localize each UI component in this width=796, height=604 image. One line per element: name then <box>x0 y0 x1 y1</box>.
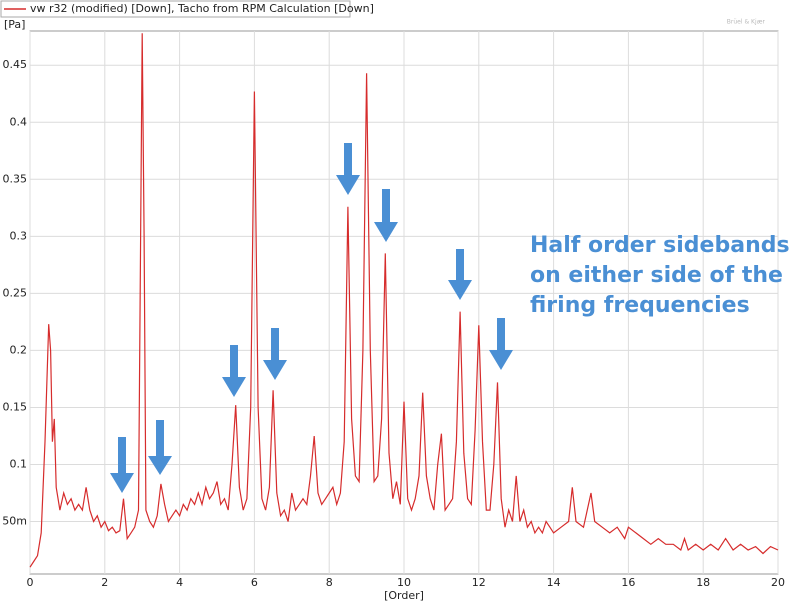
y-tick-label: 0.35 <box>3 172 28 185</box>
arrow <box>374 189 398 242</box>
y-tick-label: 0.15 <box>3 400 28 413</box>
arrow <box>222 345 246 397</box>
y-tick-label: 0.2 <box>10 343 28 356</box>
x-tick-label: 18 <box>696 576 710 589</box>
plot: 50m 0.1 0.15 0.2 0.25 0.3 0.35 0.4 0.45 0 2 4 6 8 10 12… <box>2 30 785 589</box>
annotation-line: firing frequencies <box>530 293 750 318</box>
annotation-line: Half order sidebands <box>530 233 790 258</box>
x-tick-label: 10 <box>397 576 411 589</box>
x-tick-label: 14 <box>547 576 561 589</box>
x-tick-label: 6 <box>251 576 258 589</box>
x-tick-label: 4 <box>176 576 183 589</box>
y-tick-label: 0.3 <box>10 229 28 242</box>
x-tick-label: 8 <box>326 576 333 589</box>
arrow <box>448 249 472 300</box>
y-tick-label: 0.4 <box>10 115 28 128</box>
y-tick-label: 50m <box>2 515 27 528</box>
legend-text: vw r32 (modified) [Down], Tacho from RPM… <box>30 2 374 15</box>
arrow <box>148 420 172 475</box>
y-tick-label: 0.45 <box>3 58 28 71</box>
arrow <box>263 328 287 380</box>
y-tick-label: 0.25 <box>3 286 28 299</box>
arrows <box>110 143 513 493</box>
arrow <box>110 437 134 493</box>
x-tick-label: 16 <box>621 576 635 589</box>
y-tick-label: 0.1 <box>10 457 28 470</box>
series-line <box>29 33 779 568</box>
arrow <box>336 143 360 195</box>
x-label: [Order] <box>384 589 424 602</box>
x-tick-label: 20 <box>771 576 785 589</box>
annotation-line: on either side of the <box>530 263 783 288</box>
arrow <box>489 318 513 370</box>
watermark: Brüel & Kjær <box>727 19 766 26</box>
y-unit: [Pa] <box>4 18 25 31</box>
legend-box <box>0 0 351 18</box>
x-tick-label: 0 <box>27 576 34 589</box>
x-tick-label: 2 <box>101 576 108 589</box>
x-tick-label: 12 <box>472 576 486 589</box>
